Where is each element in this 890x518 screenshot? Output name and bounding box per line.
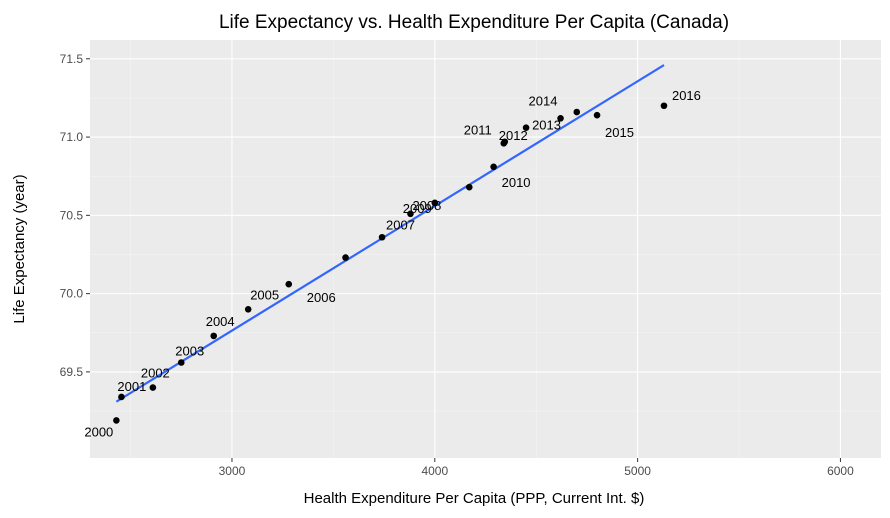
x-tick-label: 4000 bbox=[421, 464, 448, 478]
data-point bbox=[407, 210, 414, 218]
point-label: 2001 bbox=[117, 379, 146, 394]
point-label: 2002 bbox=[141, 366, 170, 381]
data-point bbox=[342, 254, 349, 261]
point-label: 2012 bbox=[499, 128, 528, 143]
data-point bbox=[557, 114, 564, 122]
point-label: 2015 bbox=[605, 125, 634, 140]
data-point bbox=[210, 332, 218, 340]
fit-line bbox=[115, 64, 665, 403]
data-point bbox=[378, 233, 386, 241]
y-tick-label: 70.0 bbox=[60, 287, 84, 301]
point-label: 2000 bbox=[84, 424, 113, 439]
grid-layer bbox=[90, 40, 881, 458]
data-point bbox=[177, 359, 185, 366]
data-point bbox=[490, 163, 497, 171]
data-point bbox=[573, 108, 581, 116]
point-label: 2007 bbox=[386, 217, 415, 232]
point-label: 2008 bbox=[412, 198, 441, 213]
y-tick-label: 70.5 bbox=[60, 208, 84, 222]
points-layer bbox=[113, 102, 668, 424]
data-point bbox=[593, 111, 601, 119]
data-point bbox=[660, 102, 668, 110]
y-tick-label: 71.0 bbox=[60, 130, 84, 144]
plot-panel bbox=[90, 40, 881, 458]
data-point bbox=[501, 138, 509, 146]
ticks-layer: 3000 4000 5000 6000 69.5 70.0 70.5 71.0 71.5 bbox=[60, 52, 854, 478]
data-point bbox=[149, 384, 157, 391]
y-tick-label: 69.5 bbox=[60, 365, 84, 379]
x-tick-label: 3000 bbox=[219, 464, 246, 478]
fit-layer bbox=[115, 64, 665, 403]
y-tick-label: 71.5 bbox=[60, 52, 84, 66]
point-label: 2010 bbox=[502, 175, 531, 190]
point-label: 2009 bbox=[403, 201, 432, 216]
point-label: 2011 bbox=[464, 122, 492, 137]
data-point bbox=[465, 183, 473, 191]
point-label: 2013 bbox=[532, 118, 561, 133]
chart-title: Life Expectancy vs. Health Expenditure P… bbox=[219, 12, 729, 33]
x-tick-label: 6000 bbox=[827, 464, 854, 478]
data-point bbox=[244, 305, 252, 313]
point-label: 2016 bbox=[672, 88, 701, 103]
point-label: 2004 bbox=[206, 314, 235, 329]
data-point bbox=[431, 199, 439, 207]
data-point bbox=[522, 124, 530, 131]
point-label: 2006 bbox=[307, 290, 336, 305]
point-label: 2014 bbox=[529, 93, 558, 108]
data-point bbox=[118, 393, 125, 401]
x-tick-label: 5000 bbox=[624, 464, 651, 478]
point-label: 2005 bbox=[250, 287, 279, 302]
data-point bbox=[285, 280, 293, 288]
x-axis-title: Health Expenditure Per Capita (PPP, Curr… bbox=[304, 490, 645, 507]
y-axis-title: Life Expectancy (year) bbox=[11, 174, 28, 323]
data-point bbox=[113, 417, 120, 424]
point-label: 2003 bbox=[175, 344, 204, 359]
